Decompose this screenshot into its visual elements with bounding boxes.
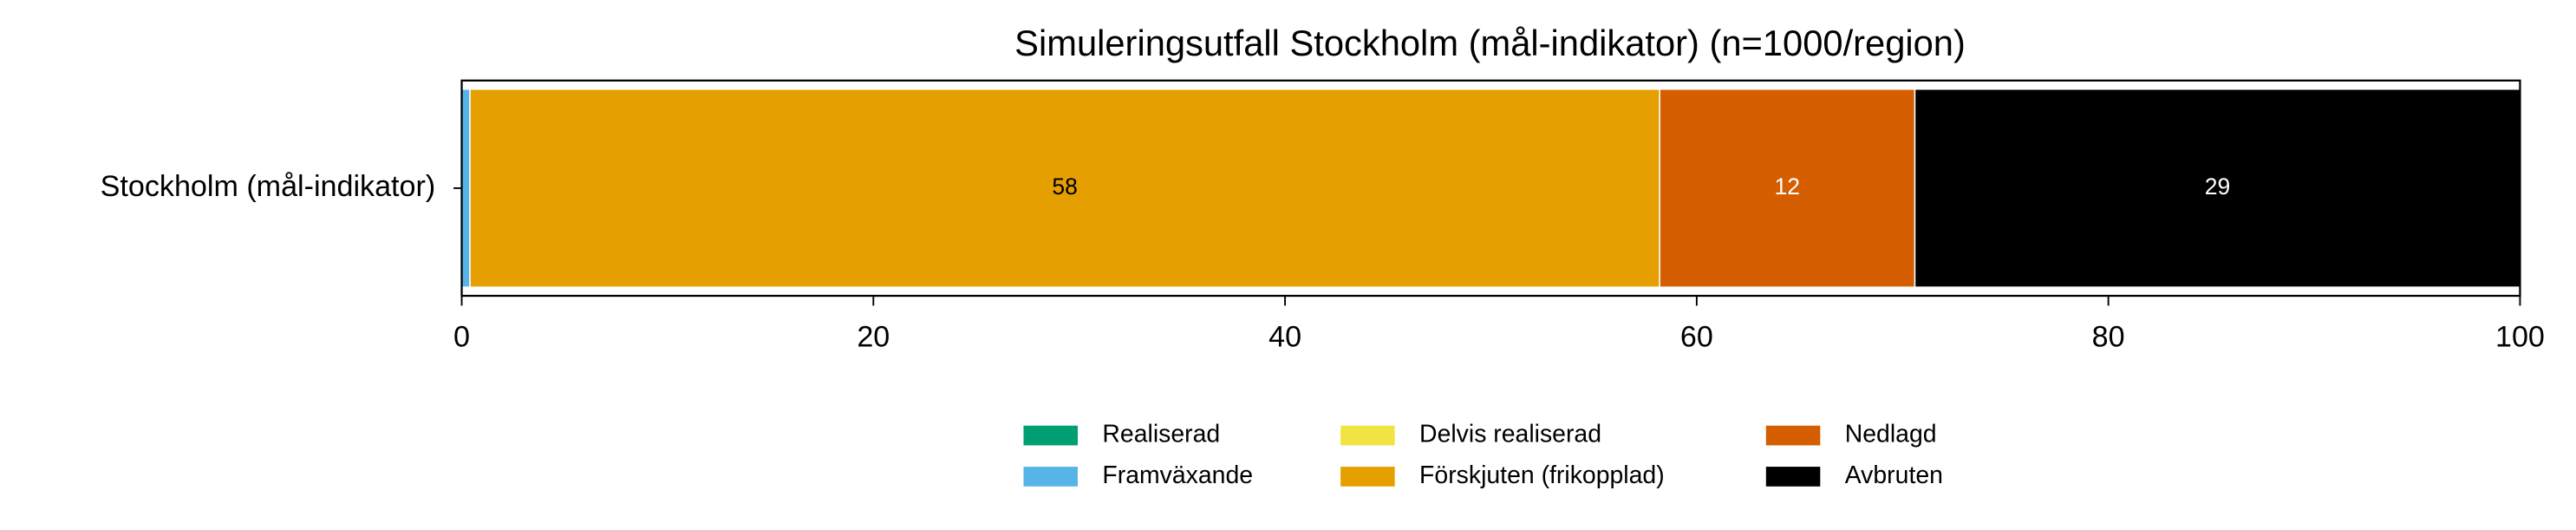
chart-title: Simuleringsutfall Stockholm (mål-indikat… [1014, 23, 1966, 63]
legend-swatch [1340, 467, 1395, 487]
bar-segment [469, 88, 1660, 288]
y-tick-label: Stockholm (mål-indikator) [101, 170, 436, 203]
x-tick-label: 60 [1680, 320, 1713, 353]
plot-frame [460, 79, 2521, 298]
legend-swatch [1023, 467, 1078, 487]
x-tick-label: 40 [1268, 320, 1301, 353]
legend-swatch [1023, 425, 1078, 446]
legend-label: Förskjuten (frikopplad) [1419, 461, 1665, 489]
x-tick-label: 0 [453, 320, 470, 353]
legend-swatch [1340, 425, 1395, 446]
x-tick-label: 20 [857, 320, 890, 353]
data-label: 12 [1775, 173, 1801, 200]
legend-label: Delvis realiserad [1419, 421, 1601, 448]
legend-label: Framväxande [1102, 461, 1253, 489]
data-label: 58 [1052, 173, 1078, 200]
bar-segment [1914, 88, 2521, 288]
legend-label: Nedlagd [1845, 421, 1937, 448]
x-tick-label: 100 [2495, 320, 2545, 353]
legend-label: Avbruten [1845, 461, 1943, 489]
bar-segment [460, 88, 471, 288]
x-tick-label: 80 [2092, 320, 2125, 353]
bar-segment [1659, 88, 1916, 288]
legend-label: Realiserad [1102, 421, 1220, 448]
legend-swatch [1765, 467, 1821, 487]
data-label: 29 [2205, 173, 2231, 200]
legend-swatch [1765, 425, 1821, 446]
